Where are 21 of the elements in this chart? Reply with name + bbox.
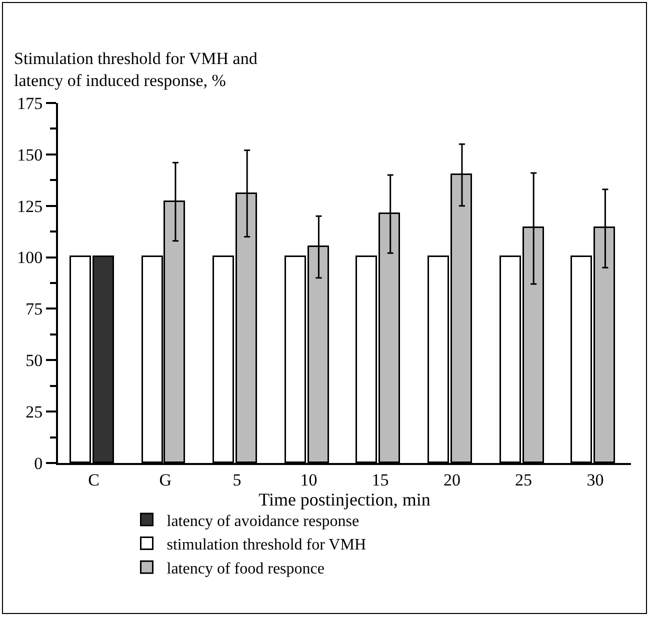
y-tick-label: 150 bbox=[17, 145, 43, 164]
legend-label: latency of avoidance response bbox=[166, 512, 360, 530]
legend-label: stimulation threshold for VMH bbox=[166, 536, 366, 554]
y-tick-label: 125 bbox=[17, 196, 43, 216]
y-tick-label: 75 bbox=[26, 300, 43, 319]
x-tick-label: 15 bbox=[372, 470, 389, 490]
x-tick-label: C bbox=[88, 470, 100, 490]
y-axis-title: Stimulation threshold for VMH and latency of induced response, % bbox=[14, 49, 258, 90]
y-tick-label: 50 bbox=[26, 351, 43, 370]
x-axis-title: Time postinjection, min bbox=[258, 489, 430, 510]
legend-label: latency of food responce bbox=[166, 560, 324, 578]
y-tick-label: 175 bbox=[17, 94, 43, 113]
x-tick-label: 30 bbox=[586, 470, 604, 490]
x-tick-label: 5 bbox=[232, 470, 242, 490]
x-tick-label: 10 bbox=[300, 470, 318, 490]
y-tick-label: 25 bbox=[26, 402, 43, 422]
x-tick-label: G bbox=[159, 470, 172, 490]
y-tick-label: 100 bbox=[17, 248, 43, 268]
y-tick-label: 0 bbox=[34, 454, 43, 473]
x-tick-label: 20 bbox=[443, 470, 460, 490]
x-tick-label: 25 bbox=[515, 470, 532, 490]
